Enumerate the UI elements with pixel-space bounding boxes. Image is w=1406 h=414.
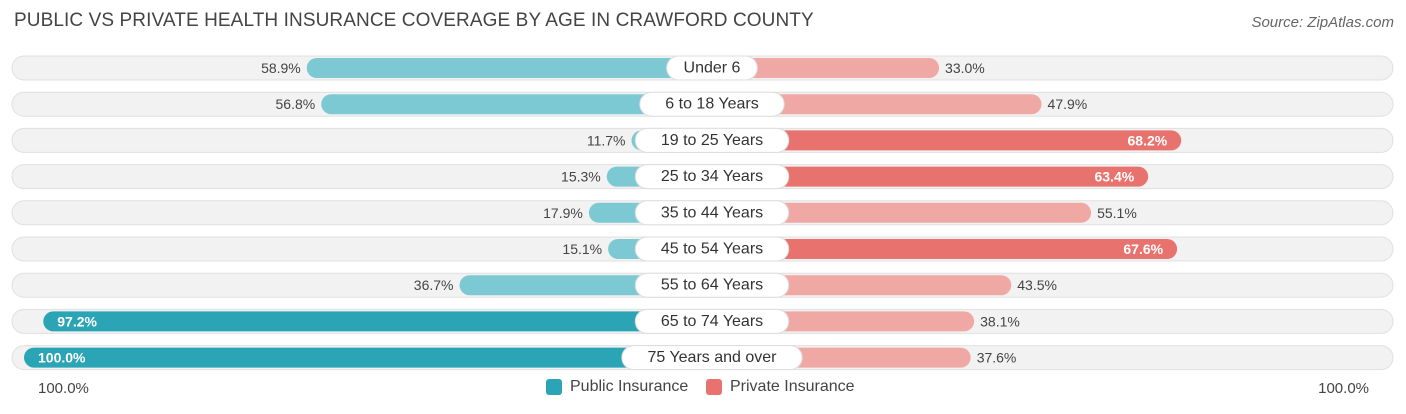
legend-label-public: Public Insurance <box>570 378 689 395</box>
category-label: 35 to 44 Years <box>661 204 763 221</box>
public-value-label: 15.3% <box>561 169 601 185</box>
public-value-label: 11.7% <box>587 132 626 148</box>
legend-label-private: Private Insurance <box>730 378 855 395</box>
private-value-label: 63.4% <box>1094 169 1134 185</box>
private-bar <box>712 239 1178 259</box>
private-value-label: 37.6% <box>977 350 1017 366</box>
legend-swatch-private <box>706 379 722 395</box>
private-bar <box>712 166 1149 187</box>
public-value-label: 17.9% <box>543 205 583 221</box>
category-pill <box>634 164 790 190</box>
private-bar <box>712 58 940 78</box>
category-pill <box>666 55 758 81</box>
category-label: 55 to 64 Years <box>661 277 763 294</box>
public-bar <box>306 58 712 78</box>
category-label: 19 to 25 Years <box>661 132 763 149</box>
source-credit: Source: ZipAtlas.com <box>1251 14 1394 31</box>
axis-left-label: 100.0% <box>38 380 89 397</box>
private-value-label: 47.9% <box>1048 96 1088 112</box>
public-value-label: 97.2% <box>57 313 97 329</box>
public-bar <box>321 94 712 115</box>
legend: Public Insurance Private Insurance <box>0 378 1406 402</box>
category-label: 25 to 34 Years <box>661 168 763 185</box>
public-bar <box>24 347 712 368</box>
legend-swatch-public <box>546 379 562 395</box>
legend-item-public[interactable]: Public Insurance <box>546 378 688 396</box>
private-bar <box>712 94 1042 115</box>
public-value-label: 15.1% <box>562 241 602 257</box>
private-value-label: 67.6% <box>1123 241 1163 257</box>
chart-area: 58.9% 33.0% Under 6 56.8% 47.9% 6 to 18 Years… <box>11 55 1394 371</box>
category-pill <box>634 127 790 153</box>
private-value-label: 38.1% <box>980 313 1020 329</box>
category-label: 45 to 54 Years <box>661 241 763 258</box>
private-value-label: 43.5% <box>1017 277 1057 293</box>
category-pill <box>634 200 790 226</box>
public-value-label: 56.8% <box>276 96 316 112</box>
chart-title: PUBLIC VS PRIVATE HEALTH INSURANCE COVER… <box>14 10 814 31</box>
category-label: 6 to 18 Years <box>665 96 758 113</box>
category-pill <box>634 308 790 334</box>
private-value-label: 33.0% <box>945 60 985 76</box>
public-value-label: 58.9% <box>261 60 301 76</box>
axis-right-label: 100.0% <box>1318 380 1369 397</box>
private-bar <box>712 130 1182 151</box>
category-pill <box>634 272 790 298</box>
public-value-label: 36.7% <box>414 277 454 293</box>
category-pill <box>639 91 785 117</box>
private-value-label: 55.1% <box>1097 205 1137 221</box>
private-value-label: 68.2% <box>1128 132 1168 148</box>
public-bar <box>43 311 713 332</box>
public-value-label: 100.0% <box>38 350 86 366</box>
category-pill <box>634 236 790 262</box>
legend-item-private[interactable]: Private Insurance <box>706 378 855 396</box>
category-label: 65 to 74 Years <box>661 313 763 330</box>
private-bar <box>712 202 1092 223</box>
category-pill <box>621 345 803 371</box>
category-label: Under 6 <box>684 60 741 77</box>
category-label: 75 Years and over <box>648 349 778 366</box>
